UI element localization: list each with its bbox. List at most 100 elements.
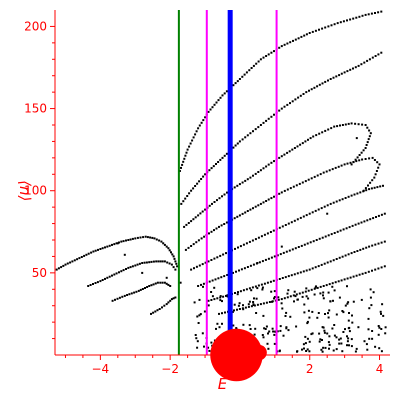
data-point	[350, 345, 353, 348]
data-point	[285, 327, 288, 330]
data-point	[284, 315, 287, 317]
data-point	[141, 288, 144, 290]
data-point	[378, 326, 381, 329]
data-point	[302, 93, 305, 95]
data-point	[373, 159, 376, 161]
data-point	[371, 156, 374, 159]
data-point	[96, 281, 99, 284]
data-point	[168, 249, 171, 252]
data-point	[291, 248, 294, 251]
data-point	[129, 238, 132, 241]
data-point	[354, 223, 357, 226]
data-point	[350, 122, 353, 125]
data-point	[255, 312, 258, 314]
data-point	[150, 312, 152, 315]
data-point	[216, 297, 219, 300]
data-point	[278, 226, 281, 229]
data-point	[373, 186, 376, 189]
data-point	[303, 311, 306, 314]
data-point	[236, 184, 239, 187]
data-point	[201, 332, 204, 335]
data-point	[154, 310, 157, 313]
data-point	[226, 191, 228, 194]
data-point	[280, 107, 283, 110]
data-point	[190, 189, 193, 192]
data-point	[278, 192, 281, 195]
data-point	[289, 315, 292, 318]
x-tick-label: −4	[92, 362, 110, 376]
data-point	[302, 343, 305, 346]
data-point	[339, 21, 342, 24]
data-point	[257, 236, 260, 239]
data-point	[184, 154, 187, 157]
data-point	[354, 66, 357, 69]
data-point	[94, 282, 97, 284]
data-point	[332, 259, 335, 262]
data-point	[324, 80, 327, 83]
data-point	[152, 260, 155, 263]
data-point	[242, 304, 244, 307]
data-point	[272, 330, 275, 333]
data-point	[244, 179, 247, 182]
data-point	[276, 254, 279, 257]
data-point	[365, 246, 368, 249]
data-point	[238, 269, 240, 272]
data-point	[172, 266, 175, 269]
data-point	[173, 257, 176, 260]
data-point	[353, 193, 356, 196]
data-point	[219, 296, 222, 299]
data-point	[225, 294, 227, 297]
data-point	[326, 212, 329, 215]
data-point	[335, 348, 338, 351]
data-point	[280, 302, 283, 305]
data-point	[130, 292, 133, 295]
data-point	[170, 263, 173, 266]
data-point	[295, 184, 298, 187]
data-point	[306, 337, 309, 340]
data-point	[327, 25, 330, 28]
data-point	[187, 222, 190, 224]
data-point	[197, 285, 200, 287]
data-point	[131, 265, 134, 268]
data-point	[325, 284, 328, 287]
data-point	[346, 70, 349, 73]
data-point	[241, 138, 244, 141]
data-point	[300, 35, 303, 38]
data-point	[339, 337, 342, 340]
data-point	[182, 200, 185, 203]
data-point	[80, 256, 83, 258]
data-point	[69, 261, 72, 264]
data-point	[371, 56, 374, 59]
data-point	[331, 327, 334, 330]
data-point	[367, 328, 370, 331]
data-point	[174, 260, 177, 263]
data-point	[363, 220, 366, 223]
data-point	[346, 335, 348, 338]
data-point	[141, 271, 144, 274]
data-point	[338, 296, 341, 299]
data-point	[199, 212, 202, 215]
data-point	[369, 181, 372, 184]
data-point	[322, 297, 325, 300]
data-point	[341, 198, 344, 201]
data-point	[368, 245, 371, 248]
data-point	[233, 217, 236, 220]
data-point	[288, 249, 291, 252]
data-point	[266, 281, 269, 284]
data-point	[217, 161, 220, 163]
data-point	[198, 298, 201, 301]
data-point	[204, 208, 207, 211]
data-point	[111, 299, 114, 302]
data-point	[213, 286, 216, 289]
data-point	[218, 326, 221, 329]
data-point	[276, 330, 279, 333]
data-point	[234, 292, 236, 294]
data-point	[218, 225, 220, 228]
data-point	[316, 316, 319, 319]
y-tick-label: 200	[24, 19, 47, 33]
data-point	[159, 260, 162, 263]
y-tick-label: 150	[24, 102, 47, 116]
data-point	[327, 128, 330, 131]
data-point	[198, 314, 201, 317]
data-point	[248, 324, 251, 327]
